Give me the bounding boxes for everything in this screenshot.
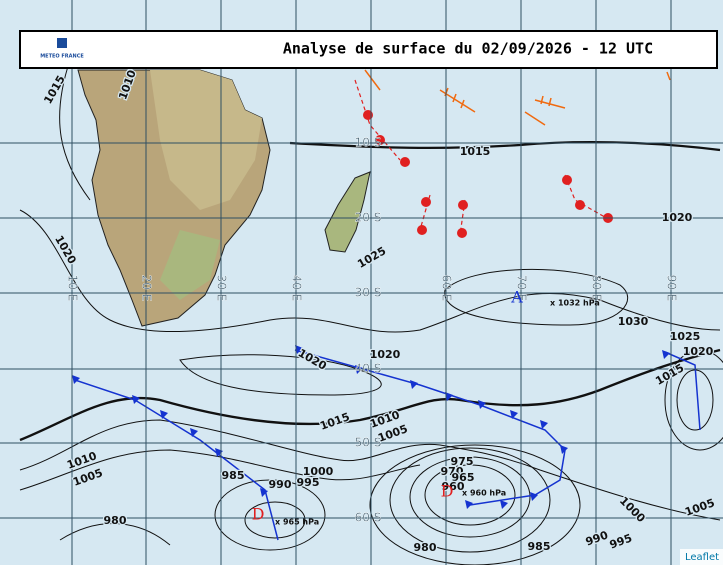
pressure-symbol: A: [510, 288, 523, 307]
isobar: [289, 140, 721, 152]
isobar: [664, 349, 723, 451]
isobar: [19, 449, 421, 491]
isobar-label: 960: [442, 480, 465, 493]
logo-text: METEO FRANCE: [40, 54, 84, 60]
isobar: [59, 59, 91, 201]
attribution-box: [680, 549, 723, 565]
lowlands: [160, 230, 220, 300]
latitude-label: 60 S: [355, 511, 382, 525]
isobar-label: 1015: [460, 145, 491, 158]
pressure-label: x 965 hPa: [275, 518, 319, 527]
longitude-label: 80 E: [590, 275, 604, 302]
cold-front: [294, 349, 566, 506]
isobars: [19, 59, 723, 565]
isobar: [369, 444, 581, 565]
isobar: [444, 268, 629, 326]
pressure-label: x 1032 hPa: [550, 299, 600, 308]
latitude-label: 10 S: [355, 136, 382, 150]
isobar-label: 980: [414, 541, 437, 554]
isobar: [409, 456, 531, 538]
header-box: [19, 30, 718, 69]
latitude-label: 40 S: [355, 362, 382, 376]
longitude-label: 40 E: [290, 275, 304, 302]
isobar: [19, 419, 721, 521]
cold-front: [664, 351, 701, 431]
isobar-label: 1020: [370, 348, 401, 361]
isobar-label: 1000: [303, 465, 334, 478]
latitude-label: 50 S: [355, 436, 382, 450]
isobar-label: 1030: [618, 315, 649, 328]
isobar: [244, 501, 306, 539]
isobar-label: 985: [528, 540, 551, 553]
pressure-label: x 960 hPa: [462, 489, 506, 498]
isobar: [424, 464, 516, 526]
longitude-label: 30 E: [215, 275, 229, 302]
longitude-label: 70 E: [515, 275, 529, 302]
pressure-symbol: D: [252, 505, 265, 524]
map-title: Analyse de surface du 02/09/2026 - 12 UT…: [283, 40, 653, 58]
isobar: [214, 479, 326, 551]
pressure-symbol: D: [441, 482, 454, 501]
isobar-label: 985: [222, 469, 245, 482]
latitude-label: 30 S: [355, 286, 382, 300]
highlands: [150, 70, 262, 210]
isobar-label: 990: [269, 478, 292, 491]
isobar: [19, 209, 721, 333]
isobar-label: 995: [297, 476, 320, 489]
isobar: [389, 447, 551, 553]
logo-icon: [57, 38, 67, 48]
isobar-label: 980: [104, 514, 127, 527]
longitude-label: 90 E: [665, 275, 679, 302]
isobar-label: 975: [451, 455, 474, 468]
longitude-label: 60 E: [440, 275, 454, 302]
longitude-label: 20 E: [140, 275, 154, 302]
latitude-label: 20 S: [355, 211, 382, 225]
attribution[interactable]: Leaflet: [685, 552, 719, 563]
isobar-label: 1020: [662, 211, 693, 224]
isobar-label: 965: [452, 471, 475, 484]
isobar-label: 1025: [670, 330, 701, 343]
isobar: [179, 354, 382, 396]
isobar-label: 1020: [683, 345, 714, 358]
madagascar: [324, 171, 371, 253]
isobar-label: 970: [441, 465, 464, 478]
cold-front: [74, 379, 279, 541]
longitude-label: 10 E: [66, 275, 80, 302]
isobar: [59, 523, 171, 546]
